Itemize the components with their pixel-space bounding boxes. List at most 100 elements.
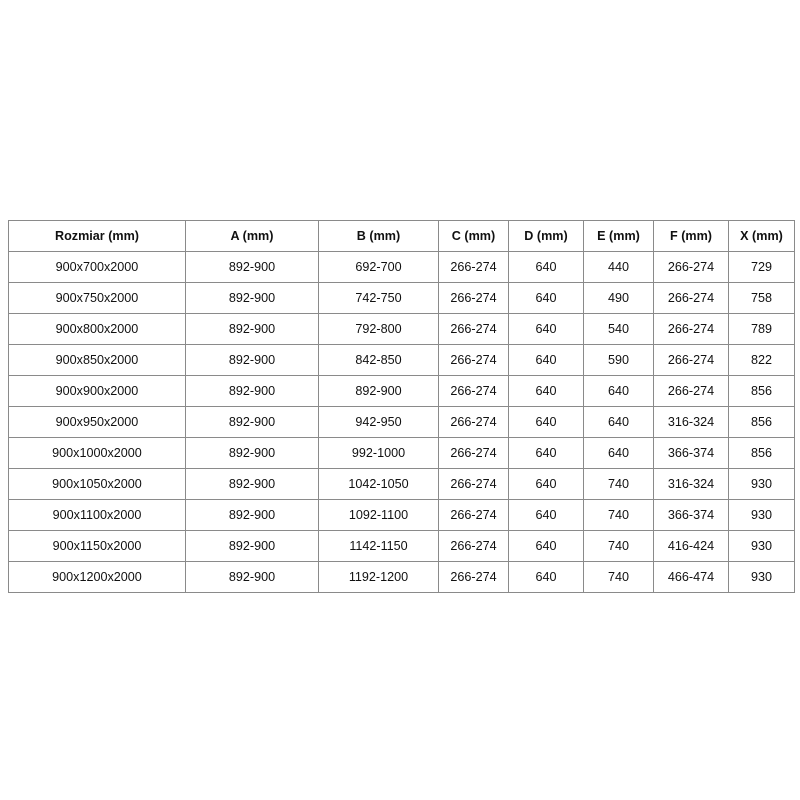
cell-b: 1092-1100 [318, 499, 439, 531]
table-row: 900x1200x2000 892-900 1192-1200 266-274 … [8, 561, 795, 593]
cell-rozmiar: 900x700x2000 [8, 251, 186, 283]
cell-x: 930 [728, 499, 795, 531]
cell-rozmiar: 900x1050x2000 [8, 468, 186, 500]
cell-c: 266-274 [438, 344, 509, 376]
cell-c: 266-274 [438, 468, 509, 500]
table-row: 900x700x2000 892-900 692-700 266-274 640… [8, 251, 795, 283]
cell-f: 316-324 [653, 468, 729, 500]
cell-a: 892-900 [185, 282, 319, 314]
cell-a: 892-900 [185, 313, 319, 345]
cell-c: 266-274 [438, 313, 509, 345]
cell-rozmiar: 900x950x2000 [8, 406, 186, 438]
cell-e: 740 [583, 530, 654, 562]
cell-c: 266-274 [438, 282, 509, 314]
cell-c: 266-274 [438, 251, 509, 283]
table-row: 900x1100x2000 892-900 1092-1100 266-274 … [8, 499, 795, 531]
cell-d: 640 [508, 313, 584, 345]
cell-x: 930 [728, 468, 795, 500]
table-row: 900x750x2000 892-900 742-750 266-274 640… [8, 282, 795, 314]
cell-a: 892-900 [185, 499, 319, 531]
cell-f: 366-374 [653, 437, 729, 469]
cell-d: 640 [508, 437, 584, 469]
cell-c: 266-274 [438, 499, 509, 531]
cell-e: 640 [583, 437, 654, 469]
cell-d: 640 [508, 406, 584, 438]
cell-rozmiar: 900x1000x2000 [8, 437, 186, 469]
table-row: 900x1000x2000 892-900 992-1000 266-274 6… [8, 437, 795, 469]
table-header-row: Rozmiar (mm) A (mm) B (mm) C (mm) D (mm)… [8, 220, 795, 252]
cell-c: 266-274 [438, 437, 509, 469]
table-row: 900x1150x2000 892-900 1142-1150 266-274 … [8, 530, 795, 562]
cell-rozmiar: 900x1150x2000 [8, 530, 186, 562]
cell-x: 822 [728, 344, 795, 376]
cell-d: 640 [508, 499, 584, 531]
cell-rozmiar: 900x1200x2000 [8, 561, 186, 593]
cell-f: 266-274 [653, 375, 729, 407]
table-row: 900x900x2000 892-900 892-900 266-274 640… [8, 375, 795, 407]
cell-b: 992-1000 [318, 437, 439, 469]
cell-e: 540 [583, 313, 654, 345]
table-body: 900x700x2000 892-900 692-700 266-274 640… [8, 251, 795, 593]
cell-c: 266-274 [438, 530, 509, 562]
cell-a: 892-900 [185, 561, 319, 593]
cell-d: 640 [508, 251, 584, 283]
cell-b: 692-700 [318, 251, 439, 283]
cell-a: 892-900 [185, 530, 319, 562]
cell-d: 640 [508, 282, 584, 314]
cell-b: 742-750 [318, 282, 439, 314]
cell-rozmiar: 900x750x2000 [8, 282, 186, 314]
cell-f: 266-274 [653, 282, 729, 314]
table-row: 900x850x2000 892-900 842-850 266-274 640… [8, 344, 795, 376]
cell-x: 930 [728, 561, 795, 593]
cell-f: 266-274 [653, 344, 729, 376]
cell-x: 856 [728, 437, 795, 469]
cell-e: 740 [583, 499, 654, 531]
cell-e: 440 [583, 251, 654, 283]
cell-e: 490 [583, 282, 654, 314]
column-header-b: B (mm) [318, 220, 439, 252]
cell-f: 366-374 [653, 499, 729, 531]
column-header-rozmiar: Rozmiar (mm) [8, 220, 186, 252]
column-header-c: C (mm) [438, 220, 509, 252]
cell-c: 266-274 [438, 406, 509, 438]
cell-c: 266-274 [438, 375, 509, 407]
cell-c: 266-274 [438, 561, 509, 593]
specification-table: Rozmiar (mm) A (mm) B (mm) C (mm) D (mm)… [8, 220, 795, 593]
cell-x: 789 [728, 313, 795, 345]
cell-f: 316-324 [653, 406, 729, 438]
column-header-a: A (mm) [185, 220, 319, 252]
cell-b: 942-950 [318, 406, 439, 438]
cell-d: 640 [508, 344, 584, 376]
table-row: 900x1050x2000 892-900 1042-1050 266-274 … [8, 468, 795, 500]
cell-e: 740 [583, 561, 654, 593]
cell-d: 640 [508, 375, 584, 407]
cell-b: 1192-1200 [318, 561, 439, 593]
cell-f: 466-474 [653, 561, 729, 593]
cell-rozmiar: 900x800x2000 [8, 313, 186, 345]
cell-d: 640 [508, 530, 584, 562]
column-header-e: E (mm) [583, 220, 654, 252]
cell-b: 1142-1150 [318, 530, 439, 562]
cell-e: 590 [583, 344, 654, 376]
cell-rozmiar: 900x850x2000 [8, 344, 186, 376]
cell-x: 856 [728, 406, 795, 438]
cell-b: 1042-1050 [318, 468, 439, 500]
table-row: 900x950x2000 892-900 942-950 266-274 640… [8, 406, 795, 438]
cell-x: 758 [728, 282, 795, 314]
cell-e: 740 [583, 468, 654, 500]
cell-x: 930 [728, 530, 795, 562]
cell-a: 892-900 [185, 406, 319, 438]
cell-d: 640 [508, 561, 584, 593]
cell-x: 729 [728, 251, 795, 283]
specification-table-container: Rozmiar (mm) A (mm) B (mm) C (mm) D (mm)… [8, 220, 795, 593]
table-row: 900x800x2000 892-900 792-800 266-274 640… [8, 313, 795, 345]
cell-b: 842-850 [318, 344, 439, 376]
cell-rozmiar: 900x1100x2000 [8, 499, 186, 531]
cell-b: 792-800 [318, 313, 439, 345]
column-header-x: X (mm) [728, 220, 795, 252]
cell-f: 266-274 [653, 251, 729, 283]
table-header: Rozmiar (mm) A (mm) B (mm) C (mm) D (mm)… [8, 220, 795, 252]
cell-a: 892-900 [185, 468, 319, 500]
cell-a: 892-900 [185, 437, 319, 469]
